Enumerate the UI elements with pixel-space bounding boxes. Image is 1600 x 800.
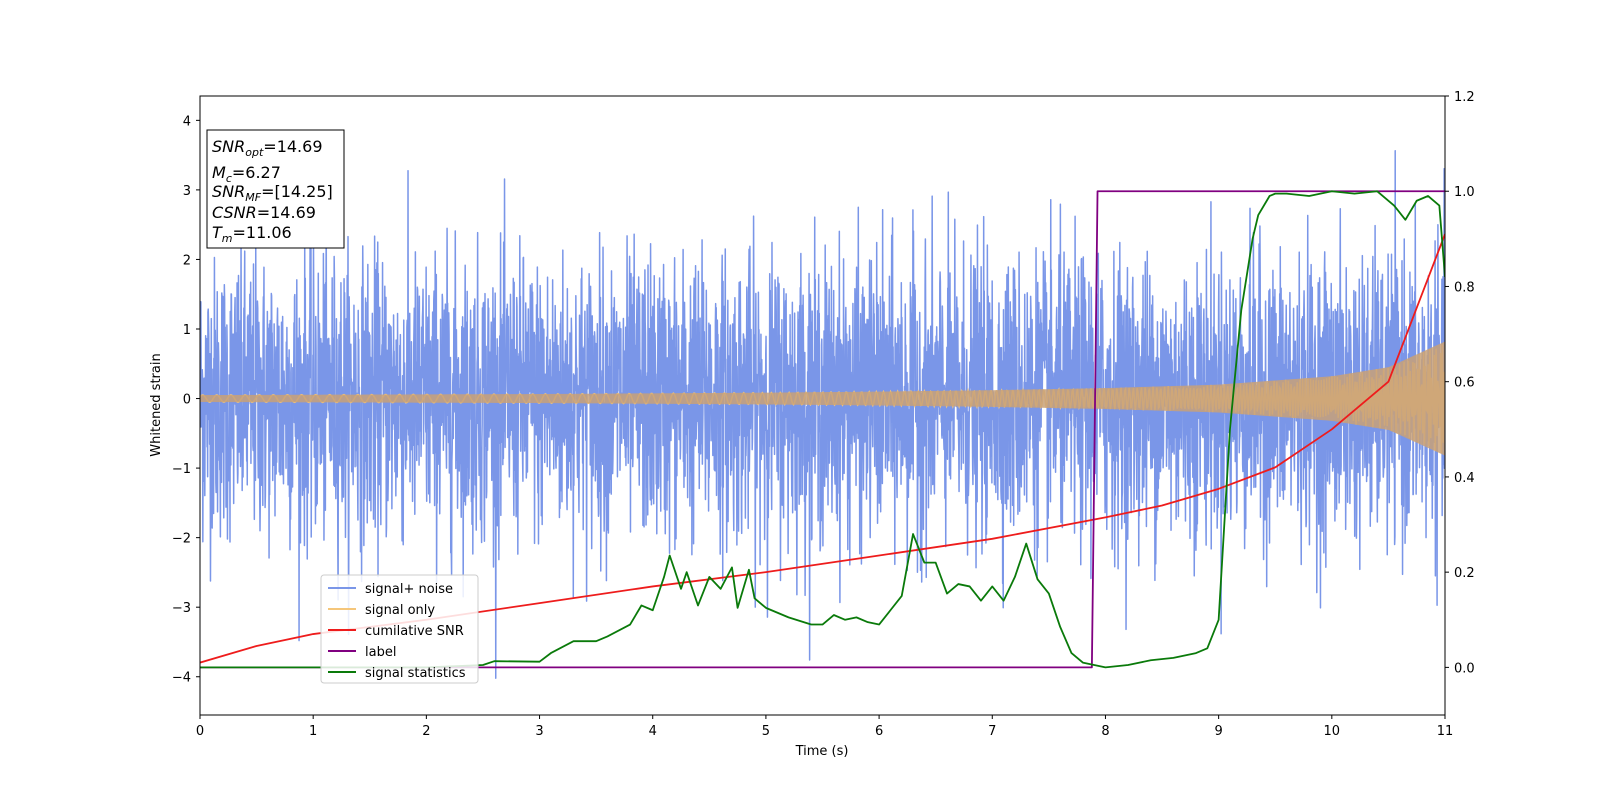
- annotation-line: Tm=11.06: [212, 223, 292, 245]
- x-tick-label: 10: [1324, 724, 1341, 739]
- legend-entry: signal statistics: [365, 666, 466, 681]
- y-left-tick-label: 1: [183, 323, 191, 338]
- y-right-tick-label: 1.2: [1454, 90, 1475, 105]
- y-left-tick-label: −2: [172, 532, 191, 547]
- x-tick-label: 11: [1437, 724, 1454, 739]
- y-axis-label: Whitened strain: [149, 353, 164, 456]
- series-signal-only-envelope: [200, 341, 1445, 456]
- y-left-tick-label: 2: [183, 253, 191, 268]
- y-right-tick-label: 0.2: [1454, 566, 1475, 581]
- x-tick-label: 8: [1101, 724, 1109, 739]
- annotation-line: Mc=6.27: [212, 163, 281, 185]
- x-tick-label: 1: [309, 724, 317, 739]
- x-tick-label: 7: [988, 724, 996, 739]
- annotation-line: SNRopt=14.69: [212, 137, 323, 159]
- y-left-tick-label: 4: [183, 114, 191, 129]
- y-left-tick-label: −3: [172, 601, 191, 616]
- y-left-tick-label: −4: [172, 671, 191, 686]
- y-axis-left: −4 −3 −2 −1 0 1 2 3 4: [172, 114, 200, 686]
- x-tick-label: 9: [1214, 724, 1222, 739]
- y-left-tick-label: 0: [183, 393, 191, 408]
- y-axis-right: 0.0 0.2 0.4 0.6 0.8 1.0 1.2: [1445, 90, 1475, 676]
- annotation-box: SNRopt=14.69 Mc=6.27SNRMF=[14.25]CSNR=14.…: [206, 129, 345, 249]
- series-signal-statistics: [200, 190, 1445, 669]
- legend-entry: label: [365, 645, 396, 660]
- plot-frame: [199, 95, 1446, 716]
- annotation-frame: [206, 129, 345, 249]
- x-tick-label: 2: [422, 724, 430, 739]
- x-axis-label: Time (s): [795, 744, 849, 759]
- y-right-tick-label: 0.0: [1454, 661, 1475, 676]
- legend-entry: signal only: [365, 603, 435, 618]
- y-left-tick-label: 3: [183, 184, 191, 199]
- x-axis: 0 1 2 3 4 5 6 7 8 9 10 11: [196, 715, 1453, 739]
- y-left-tick-label: −1: [172, 462, 191, 477]
- y-right-tick-label: 1.0: [1454, 185, 1475, 200]
- series-label: [200, 190, 1445, 669]
- x-tick-label: 4: [649, 724, 657, 739]
- x-tick-label: 3: [535, 724, 543, 739]
- y-right-tick-label: 0.6: [1454, 376, 1475, 391]
- x-tick-label: 0: [196, 724, 204, 739]
- legend: signal+ noise signal only cumilative SNR la…: [320, 574, 479, 684]
- y-right-tick-label: 0.4: [1454, 471, 1475, 486]
- legend-entry: signal+ noise: [365, 582, 453, 597]
- x-tick-label: 6: [875, 724, 883, 739]
- legend-frame: [320, 574, 479, 684]
- x-tick-label: 5: [762, 724, 770, 739]
- annotation-line: CSNR=14.69: [212, 203, 316, 222]
- legend-entry: cumilative SNR: [365, 624, 464, 639]
- y-right-tick-label: 0.8: [1454, 280, 1475, 295]
- annotation-line: SNRMF=[14.25]: [212, 182, 333, 204]
